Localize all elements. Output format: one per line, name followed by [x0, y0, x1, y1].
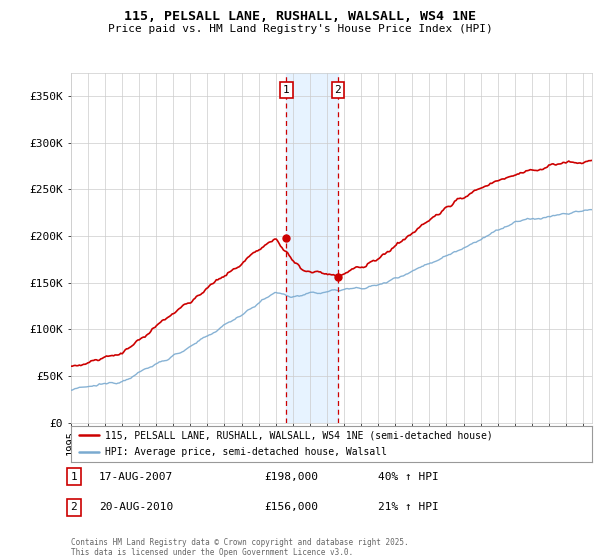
Text: 17-AUG-2007: 17-AUG-2007: [99, 472, 173, 482]
Text: HPI: Average price, semi-detached house, Walsall: HPI: Average price, semi-detached house,…: [104, 447, 386, 457]
Text: 21% ↑ HPI: 21% ↑ HPI: [378, 502, 439, 512]
Text: 115, PELSALL LANE, RUSHALL, WALSALL, WS4 1NE: 115, PELSALL LANE, RUSHALL, WALSALL, WS4…: [124, 10, 476, 23]
Text: 1: 1: [283, 85, 290, 95]
Text: 1: 1: [70, 472, 77, 482]
Text: 115, PELSALL LANE, RUSHALL, WALSALL, WS4 1NE (semi-detached house): 115, PELSALL LANE, RUSHALL, WALSALL, WS4…: [104, 431, 493, 440]
Text: £156,000: £156,000: [264, 502, 318, 512]
Text: 20-AUG-2010: 20-AUG-2010: [99, 502, 173, 512]
Text: Contains HM Land Registry data © Crown copyright and database right 2025.
This d: Contains HM Land Registry data © Crown c…: [71, 538, 409, 557]
Text: 2: 2: [334, 85, 341, 95]
Text: 40% ↑ HPI: 40% ↑ HPI: [378, 472, 439, 482]
Text: Price paid vs. HM Land Registry's House Price Index (HPI): Price paid vs. HM Land Registry's House …: [107, 24, 493, 34]
Text: £198,000: £198,000: [264, 472, 318, 482]
Bar: [286, 73, 338, 423]
Text: 2: 2: [70, 502, 77, 512]
